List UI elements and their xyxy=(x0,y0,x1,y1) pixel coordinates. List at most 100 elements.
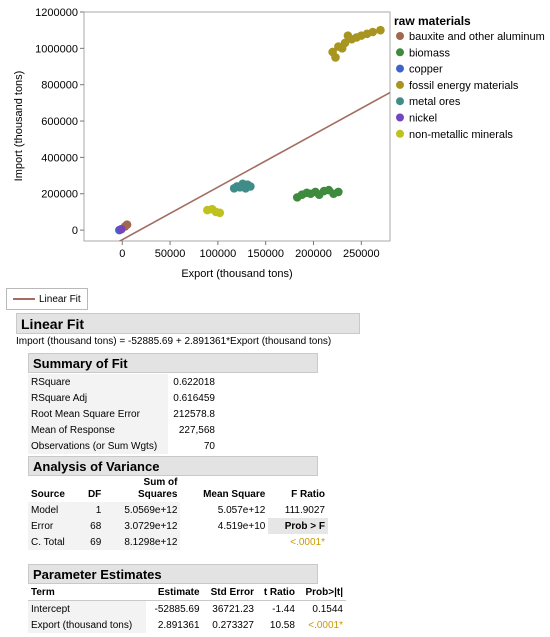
anova-prob-label: Prob > F xyxy=(268,518,328,534)
anova-title: Analysis of Variance xyxy=(33,458,160,474)
col-t-ratio: t Ratio xyxy=(256,585,298,601)
summary-value: 0.616459 xyxy=(167,390,218,406)
data-point[interactable] xyxy=(340,38,350,48)
data-point[interactable] xyxy=(334,187,343,197)
table-row: Error 68 3.0729e+12 4.519e+10 Prob > F xyxy=(28,518,328,534)
data-point[interactable] xyxy=(116,224,126,234)
col-prob-t: Prob>|t| xyxy=(297,585,346,601)
param-term: Intercept xyxy=(28,600,147,617)
summary-value: 0.622018 xyxy=(167,374,218,390)
table-row: Export (thousand tons) 2.891361 0.273327… xyxy=(28,617,346,633)
x-tick-label: 50000 xyxy=(155,248,186,260)
fit-legend-label: Linear Fit xyxy=(39,293,81,305)
summary-title: Summary of Fit xyxy=(33,355,128,371)
legend-marker[interactable] xyxy=(396,48,404,57)
summary-label: Observations (or Sum Wgts) xyxy=(28,438,168,454)
anova-source: Model xyxy=(28,502,80,518)
summary-label: RSquare xyxy=(28,374,168,390)
data-point[interactable] xyxy=(376,25,385,35)
x-tick-label: 250000 xyxy=(343,248,380,260)
anova-ss: 3.0729e+12 xyxy=(104,518,181,534)
summary-label: RSquare Adj xyxy=(28,390,168,406)
param-prob: 0.1544 xyxy=(312,603,343,615)
legend-title: raw materials xyxy=(394,14,471,28)
col-df: DF xyxy=(87,489,102,500)
legend-label[interactable]: bauxite and other aluminum xyxy=(409,31,545,43)
legend-marker[interactable] xyxy=(396,64,404,73)
param-std-error: 0.273327 xyxy=(212,619,254,631)
params-title: Parameter Estimates xyxy=(33,566,162,582)
legend-marker[interactable] xyxy=(396,97,404,106)
table-row: Root Mean Square Error 212578.8 xyxy=(28,406,218,422)
legend-marker[interactable] xyxy=(396,129,404,138)
x-tick-label: 200000 xyxy=(295,248,332,260)
table-row: Intercept -52885.69 36721.23 -1.44 0.154… xyxy=(28,600,346,617)
col-sum-of-squares: Sum of Squares xyxy=(104,477,180,502)
linear-fit-header[interactable]: Linear Fit xyxy=(16,313,360,334)
summary-value: 70 xyxy=(167,438,218,454)
summary-value: 212578.8 xyxy=(167,406,218,422)
analysis-of-variance-header[interactable]: Analysis of Variance xyxy=(28,456,318,476)
anova-df: 69 xyxy=(79,534,105,550)
legend-label[interactable]: non-metallic minerals xyxy=(409,129,513,141)
data-point[interactable] xyxy=(122,220,132,229)
col-term: Term xyxy=(28,585,147,601)
data-point[interactable] xyxy=(368,27,378,37)
table-header-row: Term Estimate Std Error t Ratio Prob>|t| xyxy=(28,585,346,601)
fit-line-swatch xyxy=(13,298,35,300)
table-row: Model 1 5.0569e+12 5.057e+12 111.9027 xyxy=(28,502,328,518)
param-prob: <.0001* xyxy=(308,619,343,631)
y-tick-label: 600000 xyxy=(41,116,78,128)
param-estimate: -52885.69 xyxy=(154,603,200,615)
legend-label[interactable]: fossil energy materials xyxy=(409,80,519,92)
summary-of-fit-header[interactable]: Summary of Fit xyxy=(28,353,318,373)
col-source: Source xyxy=(31,489,65,500)
anova-source: Error xyxy=(28,518,80,534)
legend-label[interactable]: biomass xyxy=(409,47,450,59)
scatter-chart: 0 50000 100000 150000 200000 250000 0 200000 400… xyxy=(13,7,545,280)
fit-legend: Linear Fit xyxy=(6,288,88,310)
parameter-estimates-table: Term Estimate Std Error t Ratio Prob>|t|… xyxy=(28,585,346,633)
param-t-ratio: -1.44 xyxy=(272,603,295,615)
legend-label[interactable]: nickel xyxy=(409,113,437,125)
parameter-estimates-header[interactable]: Parameter Estimates xyxy=(28,564,318,584)
anova-ss: 8.1298e+12 xyxy=(104,534,181,550)
data-point[interactable] xyxy=(331,53,340,62)
data-point[interactable] xyxy=(215,208,225,218)
y-axis-label: Import (thousand tons) xyxy=(13,71,25,182)
data-point[interactable] xyxy=(246,182,255,191)
y-tick-label: 800000 xyxy=(41,80,78,92)
summary-label: Root Mean Square Error xyxy=(28,406,168,422)
legend-label[interactable]: metal ores xyxy=(409,96,461,108)
anova-ss: 5.0569e+12 xyxy=(104,502,181,518)
anova-table: Source DF Sum of Squares Mean Square F Ra… xyxy=(28,477,328,550)
x-tick-label: 150000 xyxy=(247,248,284,260)
col-ss-bottom: Squares xyxy=(137,489,178,500)
x-tick-label: 0 xyxy=(119,248,125,260)
anova-df: 68 xyxy=(79,518,105,534)
param-term: Export (thousand tons) xyxy=(28,617,147,633)
anova-ms-empty xyxy=(180,534,268,550)
summary-table: RSquare 0.622018 RSquare Adj 0.616459 Root… xyxy=(28,374,218,454)
anova-ms: 5.057e+12 xyxy=(217,504,266,516)
legend-marker[interactable] xyxy=(396,113,404,122)
anova-ms: 4.519e+10 xyxy=(217,520,266,532)
fit-line xyxy=(118,91,390,241)
summary-value: 227,568 xyxy=(167,422,218,438)
y-tick-label: 1000000 xyxy=(35,43,78,55)
table-row: RSquare 0.622018 xyxy=(28,374,218,390)
y-tick-label: 1200000 xyxy=(35,7,78,19)
anova-prob-value: <.0001* xyxy=(290,536,325,548)
legend-marker[interactable] xyxy=(396,32,404,40)
legend-marker[interactable] xyxy=(396,80,404,89)
y-tick-label: 0 xyxy=(72,225,78,237)
anova-df: 1 xyxy=(79,502,105,518)
fit-equation: Import (thousand tons) = -52885.69 + 2.8… xyxy=(16,336,332,347)
table-row: Observations (or Sum Wgts) 70 xyxy=(28,438,218,454)
param-estimate: 2.891361 xyxy=(157,619,200,631)
linear-fit-title: Linear Fit xyxy=(21,315,85,332)
x-tick-label: 100000 xyxy=(200,248,237,260)
table-row: Mean of Response 227,568 xyxy=(28,422,218,438)
table-header-row: Source DF Sum of Squares Mean Square F Ra… xyxy=(28,477,328,502)
legend-label[interactable]: copper xyxy=(409,64,443,76)
